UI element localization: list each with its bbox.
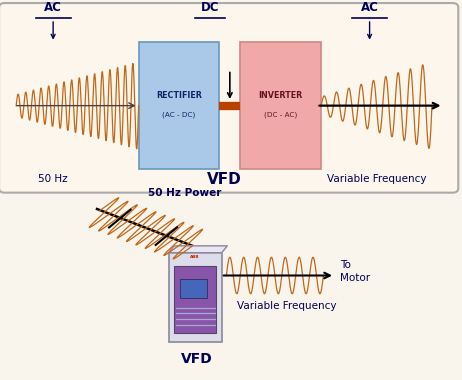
Text: 50 Hz: 50 Hz [38,174,68,184]
FancyBboxPatch shape [0,3,458,193]
Text: AC: AC [361,1,378,14]
Text: VFD: VFD [181,352,212,366]
FancyBboxPatch shape [240,42,321,169]
Text: To
Motor: To Motor [340,261,370,283]
FancyBboxPatch shape [181,279,207,298]
Text: RECTIFIER: RECTIFIER [156,92,202,100]
Text: INVERTER: INVERTER [259,92,303,100]
FancyBboxPatch shape [174,266,216,332]
Text: ABB: ABB [190,255,200,259]
Text: 50 Hz Power: 50 Hz Power [148,188,221,198]
Text: (DC - AC): (DC - AC) [264,112,297,118]
Text: AC: AC [44,1,62,14]
Text: (AC - DC): (AC - DC) [163,112,195,118]
Text: Variable Frequency: Variable Frequency [327,174,426,184]
Polygon shape [169,246,227,253]
Text: DC: DC [201,1,219,14]
Text: VFD: VFD [207,172,242,187]
FancyBboxPatch shape [139,42,219,169]
FancyBboxPatch shape [169,253,222,342]
Text: Variable Frequency: Variable Frequency [237,301,336,311]
